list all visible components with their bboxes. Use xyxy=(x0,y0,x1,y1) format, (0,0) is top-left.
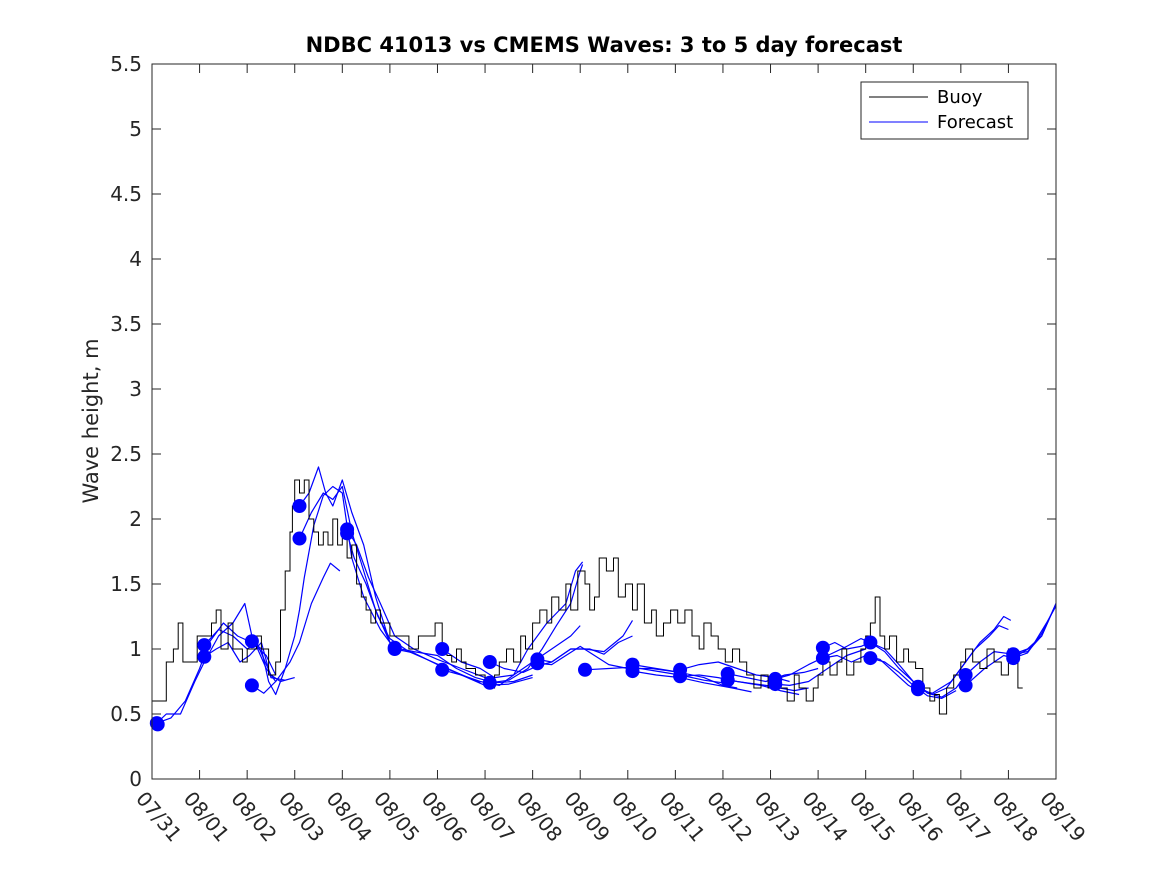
plot-area xyxy=(152,64,1056,779)
forecast-line-15 xyxy=(489,564,584,684)
forecast-marker-17 xyxy=(530,656,545,671)
forecast-marker-22 xyxy=(673,669,688,684)
legend: Buoy Forecast xyxy=(860,81,1029,140)
forecast-line-16 xyxy=(537,635,633,663)
legend-box xyxy=(860,81,1029,140)
forecast-markers xyxy=(149,499,1021,732)
forecast-marker-9 xyxy=(340,526,355,541)
forecast-marker-7 xyxy=(292,531,307,546)
y-tick-label: 1.5 xyxy=(110,572,142,596)
forecast-marker-32 xyxy=(911,682,925,697)
buoy-line xyxy=(152,479,1023,715)
forecast-marker-29 xyxy=(863,635,878,650)
forecast-marker-33 xyxy=(958,668,973,682)
y-tick-label: 3.5 xyxy=(110,312,142,336)
forecast-marker-18 xyxy=(578,662,592,677)
legend-forecast-label: Forecast xyxy=(937,112,1013,133)
forecast-marker-30 xyxy=(863,651,878,666)
y-tick-label: 1 xyxy=(129,637,142,661)
y-tick-label: 4.5 xyxy=(110,182,142,206)
forecast-marker-34 xyxy=(958,678,973,693)
forecast-line-3 xyxy=(203,641,286,681)
forecast-marker-1 xyxy=(150,717,165,732)
forecast-marker-24 xyxy=(720,673,735,688)
y-tick-label: 0.5 xyxy=(110,702,142,726)
axes-box xyxy=(151,63,1057,780)
forecast-line-10 xyxy=(394,647,533,684)
forecast-marker-11 xyxy=(387,642,402,656)
forecast-marker-15 xyxy=(482,675,497,690)
forecast-marker-12 xyxy=(435,642,450,656)
forecast-marker-14 xyxy=(482,655,497,669)
forecast-marker-4 xyxy=(244,634,259,649)
y-tick-label: 5 xyxy=(129,117,142,141)
legend-buoy-label: Buoy xyxy=(937,87,983,108)
forecast-line-4 xyxy=(251,562,341,694)
y-tick-label: 5.5 xyxy=(110,52,142,76)
y-tick-label: 2.5 xyxy=(110,442,142,466)
chart-title: NDBC 41013 vs CMEMS Waves: 3 to 5 day fo… xyxy=(306,33,903,57)
y-tick-label: 2 xyxy=(129,507,142,531)
forecast-marker-28 xyxy=(815,651,830,666)
plot-background xyxy=(152,64,1056,779)
forecast-marker-2 xyxy=(197,638,212,653)
forecast-line-7 xyxy=(298,485,391,643)
forecast-marker-36 xyxy=(1006,651,1021,666)
forecast-line-20 xyxy=(632,670,752,693)
forecast-marker-20 xyxy=(625,664,640,679)
forecast-line-36 xyxy=(1012,604,1057,659)
y-tick-label: 3 xyxy=(129,377,142,401)
forecast-marker-5 xyxy=(244,678,259,693)
forecast-marker-6 xyxy=(292,499,307,513)
y-tick-label: 4 xyxy=(129,247,142,271)
forecast-marker-13 xyxy=(435,662,450,677)
forecast-line-18 xyxy=(584,666,733,685)
forecast-line-5 xyxy=(251,485,396,696)
y-axis-label: Wave height, m xyxy=(79,338,103,503)
forecast-marker-26 xyxy=(768,677,783,692)
forecast-marker-27 xyxy=(815,640,830,655)
buoy-series xyxy=(152,479,1023,715)
forecast-marker-3 xyxy=(197,649,212,664)
y-tick-label: 0 xyxy=(129,767,142,791)
